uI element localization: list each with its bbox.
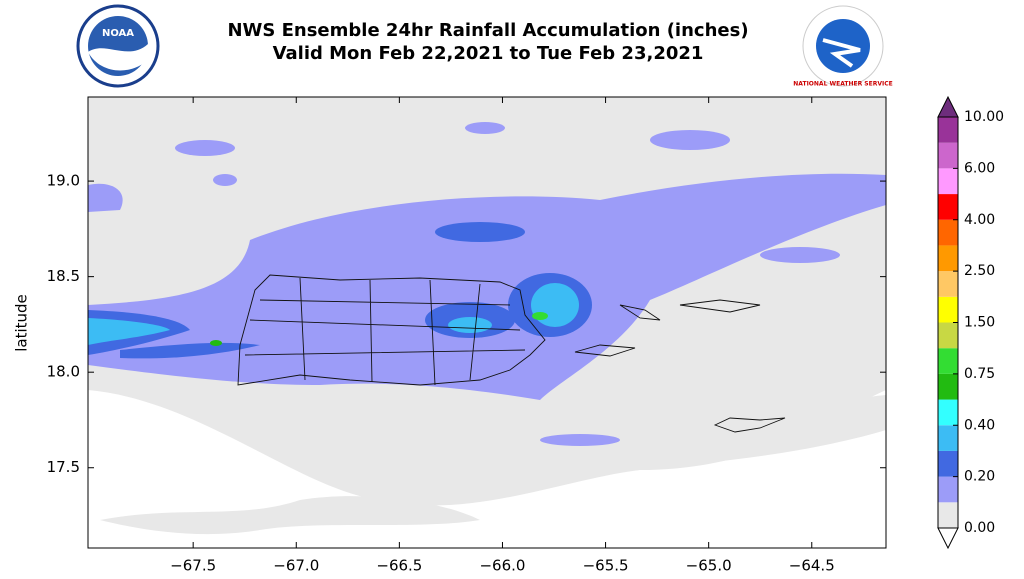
colorbar-band <box>938 142 958 169</box>
colorbar-label: 0.20 <box>964 469 995 485</box>
noaa-logo: NOAA <box>76 4 160 88</box>
colorbar-label: 2.50 <box>964 263 995 279</box>
colorbar-band <box>938 502 958 528</box>
colorbar-band <box>938 117 958 143</box>
colorbar-band <box>938 425 958 451</box>
colorbar-band <box>938 245 958 272</box>
colorbar-band <box>938 219 958 246</box>
plot-frame <box>87 96 887 549</box>
y-tick-label: 18.0 <box>47 363 80 381</box>
colorbar-label: 4.00 <box>964 212 995 228</box>
colorbar-band <box>938 450 958 477</box>
colorbar-band <box>938 399 958 426</box>
colorbar-label: 10.00 <box>964 109 1004 125</box>
colorbar-band <box>938 168 958 195</box>
colorbar-under <box>937 527 959 550</box>
colorbar-band <box>938 373 958 400</box>
y-tick-label: 19.0 <box>47 172 80 190</box>
nws-logo: NATIONAL WEATHER SERVICE <box>793 5 893 88</box>
y-axis-label: latitude <box>13 294 31 352</box>
logo-text: NOAA <box>102 28 134 39</box>
colorbar-band <box>938 296 958 323</box>
y-tick-label: 18.5 <box>47 267 80 285</box>
chart-subtitle: Valid Mon Feb 22,2021 to Tue Feb 23,2021 <box>273 43 704 64</box>
colorbar-band <box>938 476 958 503</box>
x-tick-label: −64.5 <box>789 557 835 575</box>
x-tick-label: −66.5 <box>376 557 422 575</box>
map-field <box>88 97 886 535</box>
colorbar-label: 6.00 <box>964 160 995 176</box>
colorbar-band <box>938 322 958 349</box>
x-tick-label: −67.0 <box>273 557 319 575</box>
x-tick-label: −65.0 <box>686 557 732 575</box>
colorbar-label: 0.75 <box>964 366 995 382</box>
colorbar-band <box>938 348 958 374</box>
colorbar-over <box>937 95 959 118</box>
colorbar-label: 1.50 <box>964 315 995 331</box>
colorbar-label: 0.40 <box>964 417 995 433</box>
x-tick-label: −67.5 <box>170 557 216 575</box>
logo-text: NATIONAL WEATHER SERVICE <box>793 81 892 88</box>
colorbar-band <box>938 194 958 220</box>
y-tick-label: 17.5 <box>47 458 80 476</box>
chart-title: NWS Ensemble 24hr Rainfall Accumulation … <box>227 20 748 41</box>
x-tick-label: −66.0 <box>479 557 525 575</box>
x-tick-label: −65.5 <box>583 557 629 575</box>
colorbar-band <box>938 271 958 297</box>
colorbar-label: 0.00 <box>964 520 995 536</box>
